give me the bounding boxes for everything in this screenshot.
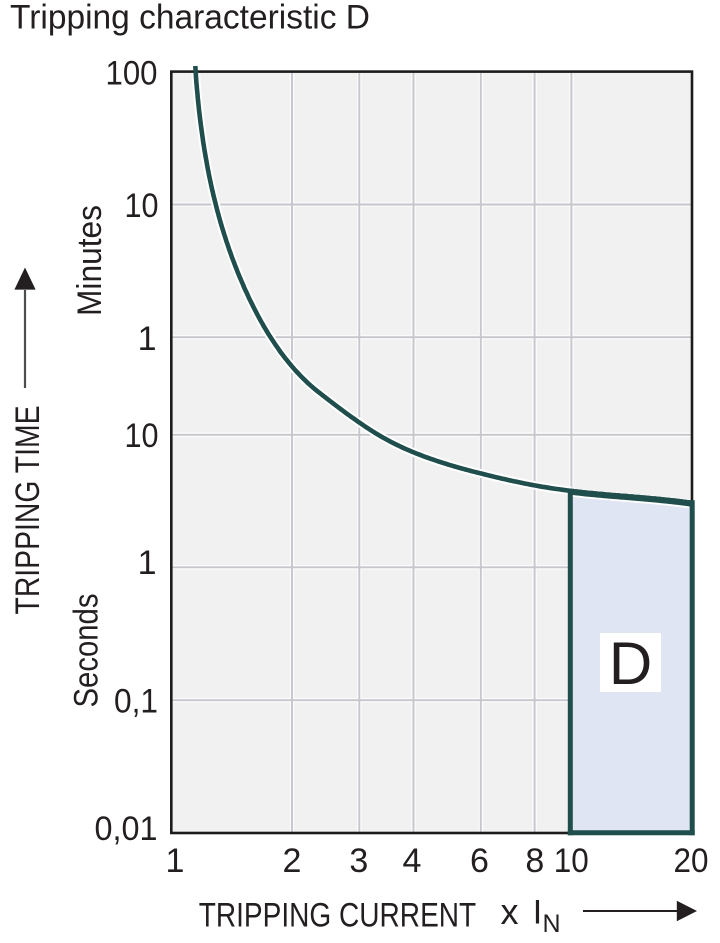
svg-text:Seconds: Seconds: [68, 594, 106, 708]
svg-text:8: 8: [525, 842, 544, 880]
svg-text:10: 10: [125, 187, 159, 225]
svg-text:1: 1: [138, 320, 157, 358]
svg-text:1: 1: [166, 842, 185, 880]
svg-text:100: 100: [106, 55, 158, 93]
svg-text:Tripping characteristic D: Tripping characteristic D: [10, 0, 370, 37]
svg-text:3: 3: [349, 842, 368, 880]
svg-text:10: 10: [125, 417, 159, 455]
svg-text:20: 20: [674, 842, 709, 880]
svg-text:Minutes: Minutes: [71, 205, 109, 316]
svg-text:x: x: [501, 891, 519, 932]
svg-text:I: I: [533, 894, 542, 932]
svg-text:N: N: [543, 910, 561, 938]
svg-text:6: 6: [470, 842, 489, 880]
svg-text:0,1: 0,1: [114, 682, 158, 720]
svg-text:2: 2: [283, 842, 302, 880]
svg-text:TRIPPING TIME: TRIPPING TIME: [9, 406, 47, 615]
svg-text:4: 4: [403, 842, 422, 880]
svg-text:10: 10: [554, 842, 589, 880]
svg-text:TRIPPING CURRENT: TRIPPING CURRENT: [199, 896, 477, 934]
svg-text:1: 1: [138, 544, 157, 582]
svg-text:D: D: [609, 630, 652, 697]
svg-text:0,01: 0,01: [95, 810, 158, 848]
